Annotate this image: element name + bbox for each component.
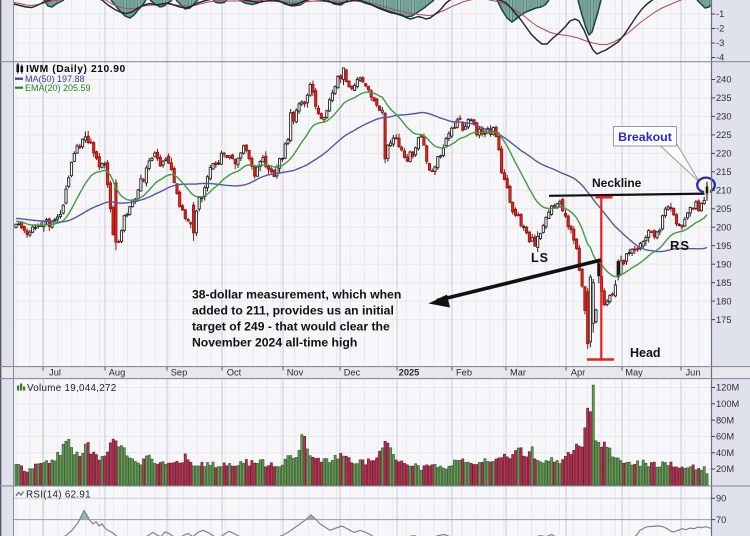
svg-text:Dec: Dec: [344, 368, 361, 378]
svg-text:RSI(14) 62.91: RSI(14) 62.91: [26, 490, 91, 501]
svg-text:RS: RS: [670, 238, 690, 253]
svg-text:90: 90: [716, 494, 726, 504]
svg-text:IWM (Daily) 210.90: IWM (Daily) 210.90: [26, 64, 126, 75]
svg-text:235: 235: [716, 93, 732, 103]
svg-text:2025: 2025: [399, 368, 420, 378]
svg-text:MA(50) 197.88: MA(50) 197.88: [25, 74, 85, 84]
svg-text:Head: Head: [630, 346, 661, 360]
svg-text:target of 249 - that would cle: target of 249 - that would clear the: [192, 320, 390, 334]
svg-text:Feb: Feb: [456, 368, 472, 378]
svg-text:-3: -3: [716, 38, 724, 48]
svg-text:Jun: Jun: [686, 368, 701, 378]
svg-text:215: 215: [716, 167, 732, 177]
svg-text:38-dollar measurement, which w: 38-dollar measurement, which when: [192, 288, 401, 302]
svg-text:20M: 20M: [716, 464, 734, 474]
svg-text:185: 185: [716, 278, 732, 288]
svg-text:240: 240: [716, 75, 732, 85]
svg-text:Neckline: Neckline: [592, 176, 642, 190]
svg-text:80M: 80M: [716, 415, 734, 425]
svg-text:-2: -2: [716, 24, 724, 34]
svg-text:210: 210: [716, 186, 732, 196]
svg-text:Volume 19,044,272: Volume 19,044,272: [27, 383, 117, 394]
svg-text:70: 70: [716, 515, 726, 525]
svg-text:Apr: Apr: [571, 368, 585, 378]
svg-text:100M: 100M: [716, 399, 739, 409]
svg-text:40M: 40M: [716, 448, 734, 458]
svg-text:225: 225: [716, 130, 732, 140]
svg-text:180: 180: [716, 296, 732, 306]
svg-text:205: 205: [716, 204, 732, 214]
svg-text:195: 195: [716, 241, 732, 251]
svg-text:200: 200: [716, 222, 732, 232]
svg-text:Nov: Nov: [287, 368, 304, 378]
svg-text:Oct: Oct: [227, 368, 242, 378]
svg-text:220: 220: [716, 149, 732, 159]
svg-text:-1: -1: [716, 9, 724, 19]
svg-text:EMA(20) 205.59: EMA(20) 205.59: [25, 83, 91, 93]
svg-text:May: May: [625, 368, 643, 378]
svg-text:-4: -4: [716, 53, 724, 63]
svg-text:60M: 60M: [716, 432, 734, 442]
svg-text:190: 190: [716, 259, 732, 269]
svg-text:Aug: Aug: [109, 368, 126, 378]
svg-text:175: 175: [716, 315, 732, 325]
svg-text:added to 211, provides us an i: added to 211, provides us an initial: [192, 304, 394, 318]
svg-text:Jul: Jul: [49, 368, 61, 378]
svg-text:230: 230: [716, 112, 732, 122]
svg-text:LS: LS: [531, 251, 549, 265]
svg-text:120M: 120M: [716, 383, 739, 393]
svg-text:Mar: Mar: [510, 368, 526, 378]
svg-text:Breakout: Breakout: [618, 130, 672, 144]
svg-text:Sep: Sep: [171, 368, 188, 378]
svg-text:November 2024 all-time high: November 2024 all-time high: [192, 336, 357, 350]
